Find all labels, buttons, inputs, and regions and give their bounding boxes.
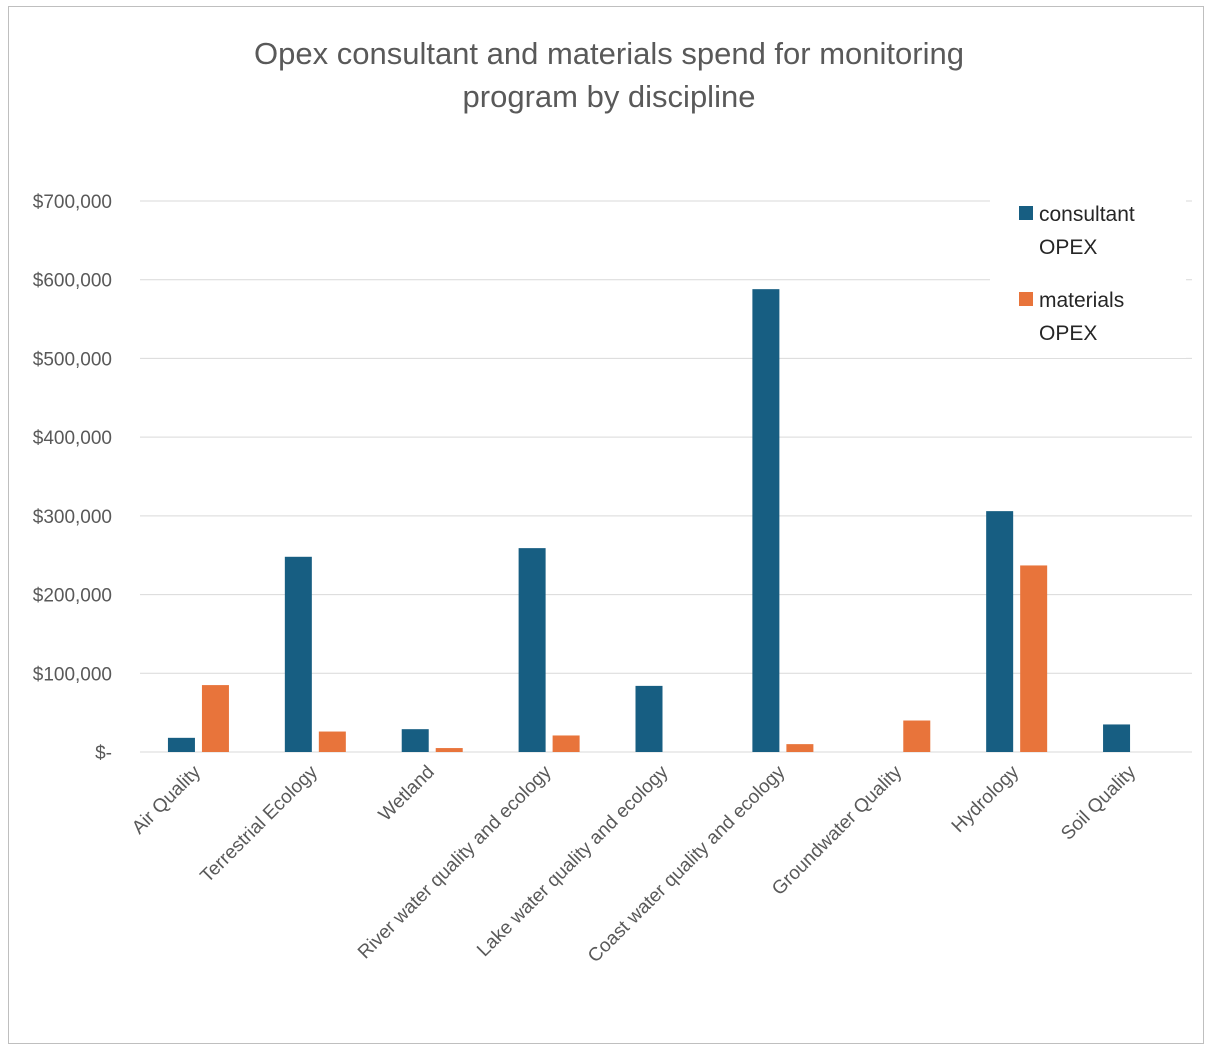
chart-title: Opex consultant and materials spend for …: [254, 36, 964, 114]
x-tick-label: Lake water quality and ecology: [473, 761, 673, 961]
materials-opex-bar: [552, 735, 580, 752]
chart-title-line-2: program by discipline: [463, 79, 756, 114]
y-tick-label: $700,000: [33, 192, 112, 213]
consultant-opex-bar: [635, 685, 663, 752]
x-tick-label: River water quality and ecology: [354, 761, 556, 963]
y-tick-label: $500,000: [33, 349, 112, 370]
materials-opex-bar: [201, 685, 229, 752]
legend-swatch-materials: [1019, 292, 1033, 306]
legend-label-consultant: OPEX: [1039, 236, 1097, 259]
materials-opex-bar: [1020, 565, 1048, 752]
legend-swatch-consultant: [1019, 206, 1033, 220]
legend-label-materials: OPEX: [1039, 322, 1097, 345]
x-tick-label: Coast water quality and ecology: [584, 761, 790, 967]
consultant-opex-bar: [752, 289, 780, 752]
materials-opex-bar: [903, 720, 931, 752]
consultant-opex-bar: [284, 556, 312, 752]
y-tick-label: $300,000: [33, 507, 112, 528]
x-tick-label: Groundwater Quality: [768, 761, 906, 899]
y-tick-label: $100,000: [33, 664, 112, 685]
legend-label-materials: materials: [1039, 289, 1124, 312]
bars: [167, 289, 1131, 752]
y-tick-label: $200,000: [33, 586, 112, 607]
consultant-opex-bar: [401, 729, 429, 752]
consultant-opex-bar: [518, 548, 546, 752]
x-tick-label: Soil Quality: [1057, 761, 1140, 844]
y-tick-label: $600,000: [33, 271, 112, 292]
x-tick-label: Hydrology: [948, 761, 1024, 837]
x-tick-label: Air Quality: [128, 761, 205, 838]
chart-title-line-1: Opex consultant and materials spend for …: [254, 36, 964, 71]
legend: consultant OPEX materials OPEX: [990, 190, 1186, 358]
legend-label-consultant: consultant: [1039, 203, 1135, 226]
consultant-opex-bar: [1103, 724, 1131, 752]
y-tick-label: $-: [95, 743, 112, 764]
consultant-opex-bar: [986, 511, 1014, 752]
y-axis-tick-labels: $700,000 $600,000 $500,000 $400,000 $300,000…: [33, 192, 112, 764]
consultant-opex-bar: [167, 737, 195, 752]
x-tick-label: Terrestrial Ecology: [197, 761, 323, 887]
materials-opex-bar: [786, 744, 814, 752]
y-tick-label: $400,000: [33, 428, 112, 449]
materials-opex-bar: [318, 731, 346, 752]
x-tick-label: Wetland: [375, 762, 439, 826]
materials-opex-bar: [435, 748, 463, 752]
